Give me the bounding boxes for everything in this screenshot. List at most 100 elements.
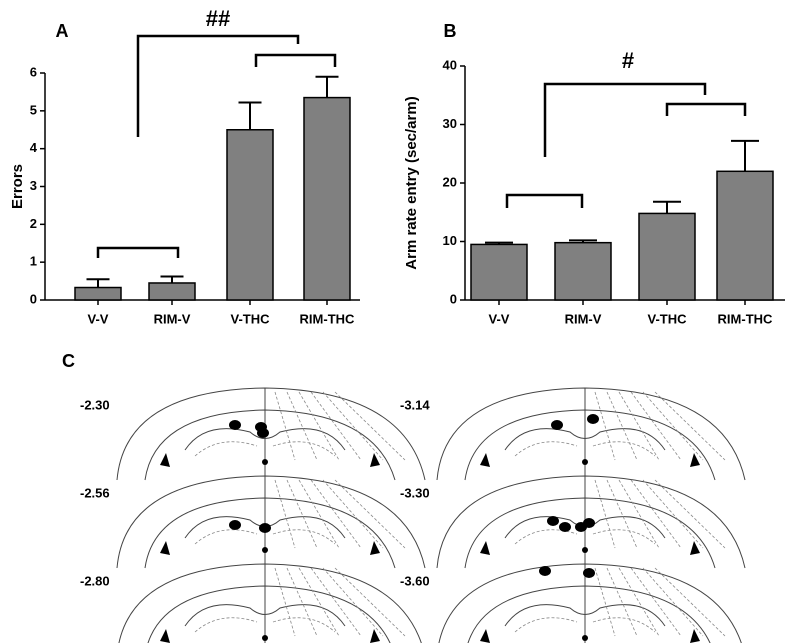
cortex-line	[630, 567, 682, 637]
y-tick-label: 40	[443, 57, 457, 72]
brain-sections: -2.30 -2.56 -2.80 -3.14 -3.30 -3.60	[80, 387, 746, 643]
cortex-line	[298, 479, 340, 549]
lesion-site	[587, 414, 599, 424]
cortex-line	[654, 391, 726, 461]
cortex-line	[334, 479, 406, 549]
cortex-line	[606, 391, 638, 461]
panel-label: B	[444, 21, 457, 41]
ventricle	[480, 629, 700, 643]
significance: ##	[206, 6, 230, 31]
ventricle	[262, 635, 268, 641]
cortex-line	[594, 391, 616, 461]
hippocampus	[504, 428, 666, 451]
cortex-line	[298, 391, 340, 461]
bracket	[254, 53, 337, 67]
hippocampus	[194, 617, 336, 633]
brain-outline	[118, 563, 422, 643]
bar	[148, 282, 196, 301]
section-label: -3.60	[400, 573, 430, 588]
cortex-line	[334, 391, 406, 461]
lesion-site	[229, 520, 241, 530]
ventricle	[160, 453, 380, 467]
cortex-line	[606, 567, 638, 637]
cortex-line	[630, 391, 682, 461]
cortex-line	[274, 391, 296, 461]
ventricle	[262, 547, 268, 553]
cortex-line	[334, 567, 406, 637]
hippocampus	[514, 617, 656, 633]
ventricle	[582, 459, 588, 465]
panel-label: C	[62, 351, 75, 371]
lesion-site	[551, 420, 563, 430]
error-bar	[238, 101, 262, 130]
cortex-line	[274, 479, 296, 549]
y-axis-label: Errors	[9, 164, 26, 209]
bar	[303, 96, 351, 301]
section-label: -2.30	[80, 397, 110, 412]
y-tick-label: 6	[30, 64, 37, 79]
x-tick-label: RIM-V	[154, 311, 191, 326]
hippocampus	[184, 428, 346, 451]
lesion-site	[259, 523, 271, 533]
cortex-line	[594, 567, 616, 637]
hippocampus	[514, 441, 656, 457]
bracket	[96, 246, 180, 258]
hippocampus	[514, 529, 656, 545]
cortex-line	[630, 479, 682, 549]
cortex-line	[618, 391, 660, 461]
lesion-site	[559, 522, 571, 532]
section-label: -2.56	[80, 485, 110, 500]
error-bar	[160, 275, 184, 283]
bar	[226, 129, 274, 301]
cortex-line	[618, 479, 660, 549]
hippocampus	[504, 604, 666, 627]
lesion-site	[583, 568, 595, 578]
x-tick-label: V-THC	[648, 311, 688, 326]
error-bar	[315, 75, 339, 98]
lesion-site	[229, 420, 241, 430]
cortex-line	[642, 567, 704, 637]
error-bar	[731, 139, 759, 172]
cortex-line	[286, 391, 318, 461]
section-label: -3.30	[400, 485, 430, 500]
lesion-site	[547, 516, 559, 526]
ventricle	[582, 635, 588, 641]
cortex-line	[286, 567, 318, 637]
y-tick-label: 30	[443, 116, 457, 131]
significance: #	[622, 48, 634, 73]
brain-outline	[144, 497, 396, 569]
error-bar	[569, 239, 597, 243]
x-tick-label: V-V	[88, 311, 109, 326]
brain-outline	[144, 409, 396, 481]
x-tick-label: RIM-V	[565, 311, 602, 326]
error-bar	[86, 278, 110, 288]
section-label: -3.14	[400, 397, 430, 412]
section-label: -2.80	[80, 573, 110, 588]
y-tick-label: 0	[450, 291, 457, 306]
ventricle	[160, 629, 380, 643]
cortex-line	[606, 479, 638, 549]
y-tick-label: 1	[30, 254, 37, 269]
ventricle	[160, 541, 380, 555]
x-tick-label: RIM-THC	[300, 311, 355, 326]
lesion-site	[583, 518, 595, 528]
cortex-line	[642, 479, 704, 549]
cortex-line	[310, 391, 362, 461]
bracket	[505, 193, 584, 208]
y-tick-label: 5	[30, 102, 37, 117]
cortex-line	[322, 391, 384, 461]
bar	[554, 241, 612, 301]
bar	[470, 243, 528, 301]
error-bar	[653, 200, 681, 214]
y-tick-label: 3	[30, 178, 37, 193]
cortex-line	[298, 567, 340, 637]
cortex-line	[618, 567, 660, 637]
cortex-line	[654, 567, 726, 637]
y-tick-label: 0	[30, 291, 37, 306]
brain-outline	[147, 585, 391, 643]
y-axis-label: Arm rate entry (sec/arm)	[403, 96, 420, 269]
hippocampus	[184, 604, 346, 627]
ventricle	[262, 459, 268, 465]
x-tick-label: RIM-THC	[718, 311, 773, 326]
